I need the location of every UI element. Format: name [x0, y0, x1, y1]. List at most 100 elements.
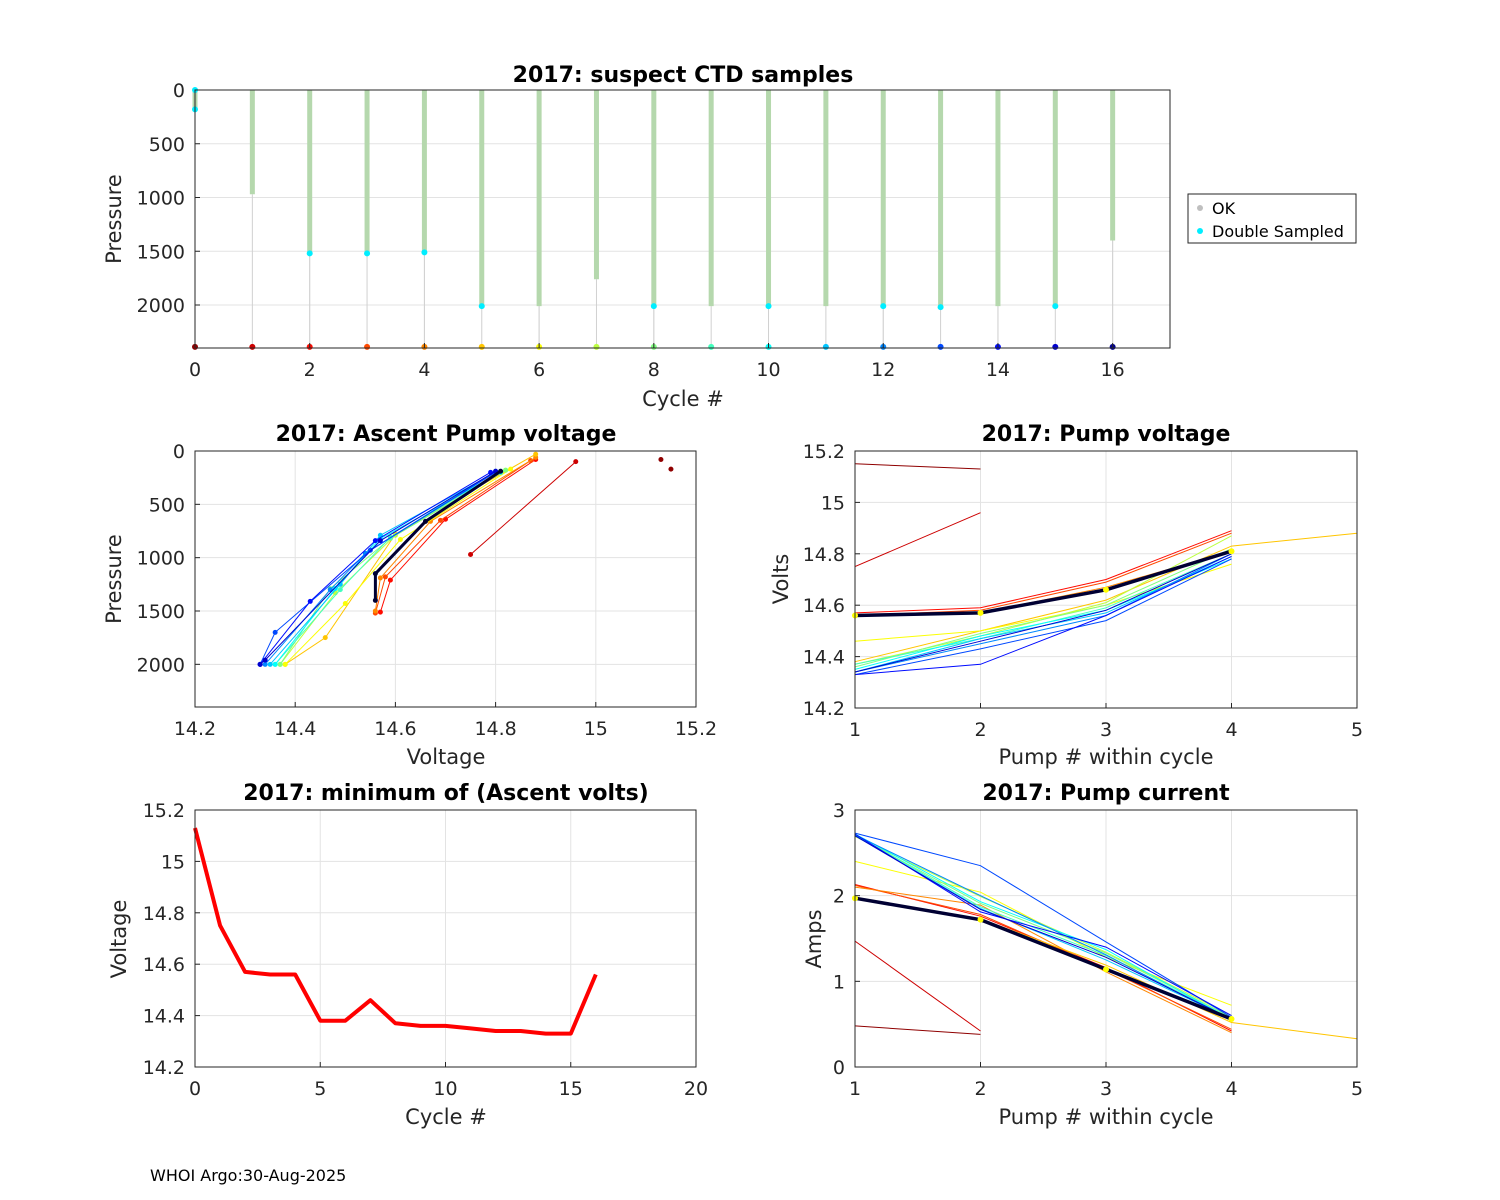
x-tick-label: 14.6 — [374, 718, 416, 740]
chart-title: 2017: Pump current — [982, 781, 1230, 806]
ascent-point — [332, 586, 338, 592]
pump-line-cycle-15 — [854, 553, 1232, 673]
ascent-point — [382, 574, 388, 580]
legend-marker-double-sampled — [1197, 228, 1203, 234]
ascent-point — [267, 661, 273, 667]
y-tick-label: 500 — [149, 134, 185, 156]
ascent-point — [272, 661, 278, 667]
y-tick-label: 0 — [173, 441, 185, 463]
legend: OK Double Sampled — [1187, 193, 1357, 244]
y-axis-label: Volts — [769, 554, 793, 605]
y-tick-label: 14.8 — [143, 903, 185, 925]
y-tick-label: 14.2 — [143, 1057, 185, 1079]
y-tick-label: 15 — [821, 492, 845, 514]
legend-entry-double-sampled: Double Sampled — [1212, 222, 1344, 241]
axes-box — [194, 450, 697, 708]
pump-line-cycle-16 — [854, 896, 1233, 1021]
x-tick-label: 2 — [974, 1078, 986, 1100]
x-tick-label: 15 — [584, 718, 608, 740]
chart-title: 2017: Ascent Pump voltage — [276, 422, 617, 447]
x-tick-label: 14.8 — [474, 718, 516, 740]
x-axis-label: Cycle # — [405, 1105, 487, 1129]
x-tick-label: 1 — [849, 719, 861, 741]
y-tick-label: 2 — [833, 886, 845, 908]
y-tick-label: 0 — [173, 80, 185, 102]
pump-line-cycle-1 — [854, 512, 981, 568]
y-tick-label: 15 — [161, 851, 185, 873]
x-tick-label: 20 — [684, 1078, 708, 1100]
x-tick-label: 5 — [314, 1078, 326, 1100]
y-tick-label: 2000 — [137, 654, 185, 676]
cycle-marker-11 — [822, 343, 829, 350]
ascent-point — [437, 517, 443, 523]
ascent-line-cycle-6 — [284, 468, 511, 665]
chart-title: 2017: Pump voltage — [982, 422, 1231, 447]
cycle-marker-9 — [708, 343, 715, 350]
x-tick-label: 12 — [871, 359, 895, 381]
x-axis-label: Pump # within cycle — [999, 1105, 1214, 1129]
y-tick-label: 14.6 — [803, 595, 845, 617]
x-axis-label: Pump # within cycle — [999, 745, 1214, 769]
plot-area — [195, 451, 696, 707]
pump-line-cycle-2 — [854, 530, 1232, 614]
ascent-point — [658, 457, 664, 463]
x-tick-label: 6 — [533, 359, 545, 381]
x-tick-label: 0 — [189, 1078, 201, 1100]
legend-entry-ok: OK — [1212, 199, 1236, 218]
pump-line-cycle-16 — [854, 549, 1233, 618]
ascent-pump-voltage-chart: 14.2 14.4 14.6 14.8 15 15.2 0 500 1000 1500 2000 2… — [102, 422, 717, 769]
y-tick-label: 14.4 — [803, 647, 845, 669]
y-axis-label: Pressure — [102, 534, 126, 624]
ascent-point — [573, 459, 579, 465]
tick-labels: 14.2 14.4 14.6 14.8 15 15.2 0 500 1000 1500 2000 — [137, 441, 718, 740]
pump-line-cycle-8 — [854, 548, 1232, 668]
footer-credit: WHOI Argo:30-Aug-2025 — [150, 1166, 347, 1185]
ascent-point — [668, 466, 674, 472]
cycle-marker-5 — [478, 343, 485, 350]
ascent-point — [272, 629, 278, 635]
double-sampled-point — [937, 304, 944, 311]
ascent-point — [372, 597, 378, 603]
ascent-point — [498, 468, 504, 474]
ascent-point — [508, 466, 514, 472]
x-tick-label: 15.2 — [675, 718, 717, 740]
ascent-point — [262, 657, 268, 663]
pump-point — [977, 609, 984, 616]
data-marks — [852, 463, 1358, 676]
ascent-point — [503, 467, 509, 473]
pump-line-cycle-0 — [854, 463, 981, 470]
x-axis-label: Cycle # — [642, 387, 724, 411]
ascent-point — [533, 451, 539, 457]
min-voltage-line — [193, 827, 598, 1036]
legend-marker-ok — [1197, 205, 1203, 211]
x-tick-label: 10 — [433, 1078, 457, 1100]
tick-labels: 0 2 4 6 8 10 12 14 16 0 500 1000 1500 2000 — [137, 80, 1125, 381]
tick-labels: 0 5 10 15 20 14.2 14.4 14.6 14.8 15 15.2 — [143, 800, 708, 1100]
ascent-point — [307, 598, 313, 604]
double-sampled-point — [650, 303, 657, 310]
ascent-line-cycle-16 — [373, 470, 502, 601]
chart-title: 2017: minimum of (Ascent volts) — [243, 781, 649, 806]
double-sampled-point — [478, 303, 485, 310]
x-tick-label: 2 — [304, 359, 316, 381]
x-tick-label: 0 — [189, 359, 201, 381]
x-tick-label: 15 — [559, 1078, 583, 1100]
ascent-point — [372, 538, 378, 544]
ascent-line-cycle-2 — [379, 459, 536, 613]
pump-line-cycle-13 — [854, 832, 1232, 1018]
pump-point — [1103, 966, 1109, 973]
ascent-point — [372, 571, 378, 577]
ascent-point — [337, 587, 343, 593]
y-tick-label: 1000 — [137, 188, 185, 210]
ascent-point — [322, 635, 328, 641]
pump-point — [977, 916, 984, 923]
y-tick-label: 500 — [149, 494, 185, 516]
y-tick-label: 14.2 — [803, 698, 845, 720]
axes-box — [194, 89, 1171, 349]
ascent-point — [257, 661, 263, 667]
y-tick-label: 14.8 — [803, 544, 845, 566]
ascent-point — [422, 518, 428, 524]
